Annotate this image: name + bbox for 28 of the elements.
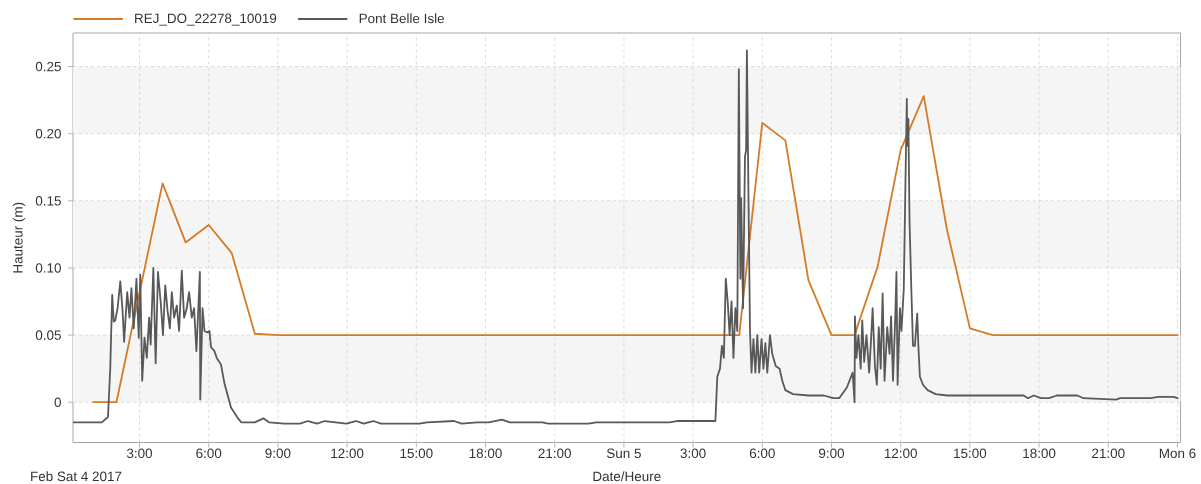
y-tick-label: 0.15 [35, 196, 61, 206]
x-tick-label: 18:00 [469, 448, 502, 459]
y-tick-label: 0.05 [35, 330, 61, 340]
x-tick-label: 6:00 [749, 448, 775, 459]
x-tick-label: 18:00 [1023, 448, 1056, 459]
x-tick-label: 21:00 [1092, 448, 1125, 459]
x-tick-label: 6:00 [196, 448, 222, 459]
line-series [92, 95, 1179, 404]
x-tick-label: 3:00 [126, 448, 153, 459]
x-tick-label: Mon 6 [1159, 448, 1196, 459]
x-tick-label: 12:00 [331, 448, 364, 459]
y-tick-label: 0.10 [35, 263, 61, 273]
x-tick-label: 3:00 [680, 448, 706, 459]
x-axis-title: Date/Heure [593, 471, 661, 482]
x-tick-label: 21:00 [538, 448, 571, 459]
x-tick-label: 9:00 [819, 448, 845, 459]
y-tick-label: 0 [54, 397, 61, 407]
text: Feb Sat 4 2017 [31, 471, 122, 482]
legend-label: Pont Belle Isle [359, 13, 444, 24]
x-tick-label: 15:00 [954, 448, 987, 459]
legend-label: REJ_DO_22278_10019 [135, 13, 277, 26]
x-tick-label: 15:00 [400, 448, 433, 459]
x-tick-label: 12:00 [884, 448, 917, 459]
x-tick-label: Sun 5 [606, 448, 641, 459]
y-tick-label: 0.25 [35, 61, 61, 72]
x-tick-label: 9:00 [265, 448, 291, 459]
y-tick-label: 0.20 [35, 128, 61, 139]
y-axis-title: Hauteur (m) [12, 202, 26, 273]
